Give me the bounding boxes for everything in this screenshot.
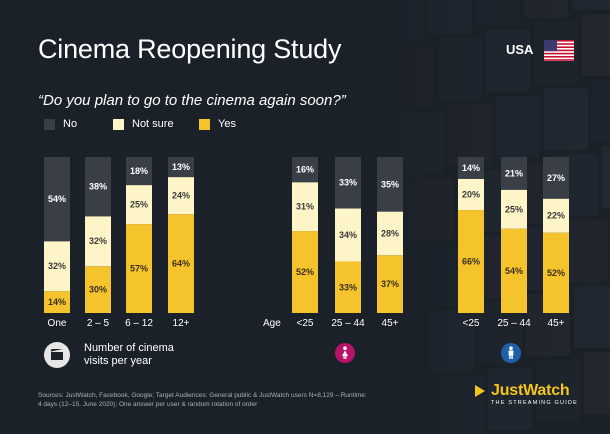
data-label: 66% bbox=[462, 257, 480, 267]
bar-segment-no bbox=[501, 157, 527, 190]
logo-wordmark: JustWatch bbox=[491, 382, 570, 399]
category-label: One bbox=[48, 318, 67, 329]
data-label: 37% bbox=[381, 279, 399, 289]
category-label: <25 bbox=[463, 318, 480, 329]
bar-segment-yes bbox=[126, 224, 152, 313]
country-label: USA bbox=[506, 42, 534, 57]
category-label: <25 bbox=[297, 318, 314, 329]
bar-segment-no bbox=[335, 157, 361, 209]
data-label: 52% bbox=[547, 268, 565, 278]
data-label: 34% bbox=[339, 230, 357, 240]
data-label: 22% bbox=[547, 211, 565, 221]
data-label: 18% bbox=[130, 166, 148, 176]
data-label: 35% bbox=[381, 179, 399, 189]
film-icon bbox=[50, 349, 63, 360]
male-figure-icon bbox=[508, 346, 514, 359]
bar-segment-not-sure bbox=[543, 198, 569, 233]
data-label: 28% bbox=[381, 228, 399, 238]
data-label: 21% bbox=[505, 168, 523, 178]
legend-item-no: No bbox=[44, 117, 77, 131]
data-label: 38% bbox=[89, 182, 107, 192]
bar-segment-not-sure bbox=[458, 178, 484, 211]
category-label: 25 – 44 bbox=[497, 318, 531, 329]
legend-item-yes: Yes bbox=[199, 117, 236, 131]
bar-segment-yes bbox=[501, 228, 527, 313]
data-label: 25% bbox=[130, 200, 148, 210]
legend-swatch-no bbox=[44, 118, 55, 130]
data-label: 16% bbox=[296, 165, 314, 175]
bar-segment-yes bbox=[44, 291, 70, 313]
bar-segment-not-sure bbox=[85, 216, 111, 267]
category-label: 25 – 44 bbox=[331, 318, 365, 329]
data-label: 32% bbox=[48, 261, 66, 271]
bar-segment-yes bbox=[335, 261, 361, 313]
data-label: 24% bbox=[172, 191, 190, 201]
category-label: 45+ bbox=[548, 318, 565, 329]
bar-segment-not-sure bbox=[335, 208, 361, 262]
bar-segment-no bbox=[292, 157, 318, 183]
logo-tagline: THE STREAMING GUIDE bbox=[491, 400, 578, 406]
female-figure-icon bbox=[342, 346, 348, 359]
group-label: Age bbox=[263, 318, 281, 329]
bar-segment-no bbox=[126, 157, 152, 186]
legend-label-yes: Yes bbox=[218, 118, 236, 130]
visits-note: Number of cinema visits per year bbox=[44, 342, 194, 368]
bar-segment-no bbox=[168, 157, 194, 178]
bar-segment-no bbox=[85, 157, 111, 217]
bar-segment-not-sure bbox=[377, 211, 403, 256]
data-label: 52% bbox=[296, 267, 314, 277]
female-icon bbox=[335, 343, 355, 363]
data-label: 54% bbox=[505, 266, 523, 276]
play-icon bbox=[475, 385, 485, 397]
data-label: 32% bbox=[89, 236, 107, 246]
legend-label-no: No bbox=[63, 118, 78, 130]
male-icon bbox=[501, 343, 521, 363]
bar-segment-no bbox=[543, 157, 569, 199]
data-label: 13% bbox=[172, 162, 190, 172]
data-label: 14% bbox=[462, 163, 480, 173]
legend-swatch-yes bbox=[199, 118, 210, 130]
bar-segment-no bbox=[458, 157, 484, 179]
bar-segment-not-sure bbox=[168, 177, 194, 215]
page-title: Cinema Reopening Study bbox=[38, 34, 342, 64]
bar-segment-yes bbox=[292, 231, 318, 313]
data-label: 31% bbox=[296, 202, 314, 212]
bar-segment-not-sure bbox=[292, 182, 318, 232]
bar-segment-no bbox=[44, 157, 70, 242]
data-label: 64% bbox=[172, 259, 190, 269]
bar-segment-yes bbox=[458, 210, 484, 313]
bar-segment-yes bbox=[168, 214, 194, 313]
legend-swatch-not-sure bbox=[113, 118, 124, 130]
data-label: 25% bbox=[505, 204, 523, 214]
category-label: 12+ bbox=[173, 318, 190, 329]
data-label: 20% bbox=[462, 189, 480, 199]
data-label: 33% bbox=[339, 178, 357, 188]
survey-question: “Do you plan to go to the cinema again s… bbox=[38, 92, 346, 109]
category-label: 2 – 5 bbox=[87, 318, 110, 329]
visits-note-text: Number of cinema visits per year bbox=[84, 342, 174, 367]
legend-label-not-sure: Not sure bbox=[132, 118, 174, 130]
data-label: 54% bbox=[48, 194, 66, 204]
usa-flag-icon bbox=[544, 40, 574, 61]
bar-segment-yes bbox=[85, 266, 111, 313]
data-label: 30% bbox=[89, 285, 107, 295]
bar-segment-not-sure bbox=[126, 185, 152, 225]
category-label: 45+ bbox=[382, 318, 399, 329]
data-label: 33% bbox=[339, 282, 357, 292]
category-label: 6 – 12 bbox=[125, 318, 153, 329]
bar-segment-not-sure bbox=[501, 189, 527, 229]
bar-segment-not-sure bbox=[44, 241, 70, 292]
justwatch-logo: JustWatch THE STREAMING GUIDE bbox=[473, 382, 578, 406]
bar-segment-yes bbox=[543, 232, 569, 313]
legend-item-not-sure: Not sure bbox=[113, 117, 174, 131]
data-label: 57% bbox=[130, 264, 148, 274]
bar-segment-yes bbox=[377, 255, 403, 313]
data-label: 27% bbox=[547, 173, 565, 183]
data-label: 14% bbox=[48, 297, 66, 307]
sources-note: Sources: JustWatch, Facebook, Google; Ta… bbox=[38, 392, 367, 408]
bar-segment-no bbox=[377, 157, 403, 212]
film-icon-circle bbox=[44, 342, 70, 368]
